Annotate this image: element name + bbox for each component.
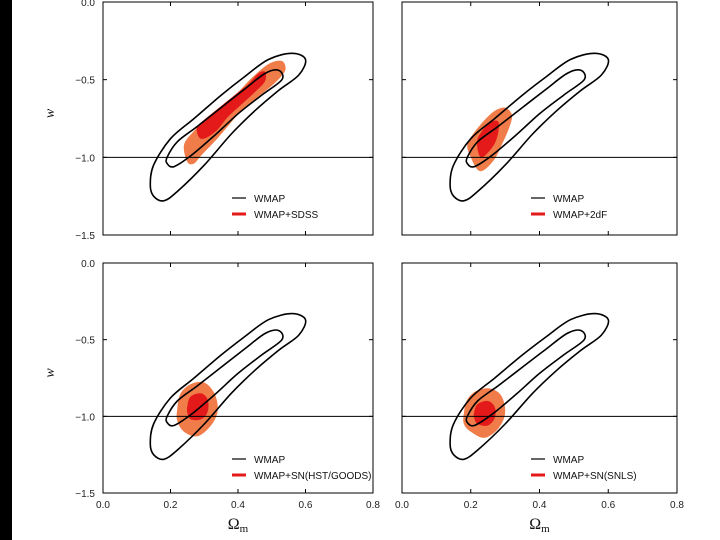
y-tick-label: −0.5 bbox=[75, 336, 95, 347]
x-tick-label: 0.4 bbox=[533, 500, 547, 511]
legend-label: WMAP bbox=[254, 194, 285, 205]
x-axis-label-subscript: m bbox=[240, 523, 249, 535]
x-tick-label: 0.2 bbox=[164, 500, 178, 511]
x-axis-label: Ωm bbox=[529, 516, 550, 535]
panel-bottom-right: 0.0 0.2 0.4 0.6 0.8 Ωm WMAP WMAP+SN(SNLS) bbox=[395, 262, 684, 535]
plot-frame bbox=[102, 1, 374, 236]
wmap-contour-outer bbox=[149, 52, 307, 202]
wmap-contour-inner bbox=[165, 69, 284, 168]
wmap-contour-inner bbox=[165, 329, 284, 427]
y-tick-label: 0.0 bbox=[81, 0, 95, 9]
x-tick-label: 0.8 bbox=[670, 500, 684, 511]
y-tick-label: −1.5 bbox=[75, 231, 95, 242]
x-tick-label: 0.8 bbox=[366, 500, 380, 511]
legend-label: WMAP bbox=[553, 194, 584, 205]
x-tick-label: 0.6 bbox=[299, 500, 313, 511]
panel-bottom-left: 0.0−0.5−1.0−1.50.0 0.2 0.4 0.6 0.8wΩmWMAPWMA… bbox=[43, 259, 380, 535]
panel-top-left: 0.0 −0.5 −1.0 −1.5 w WMAP WMAP+SDSS bbox=[43, 0, 374, 242]
plot-area bbox=[449, 52, 610, 202]
wmap-contour-outer bbox=[149, 312, 307, 461]
x-tick-label: 0.2 bbox=[464, 500, 478, 511]
wmap-contour-inner bbox=[465, 69, 587, 168]
y-tick-label: −1.0 bbox=[75, 412, 95, 423]
y-axis-label: w bbox=[43, 368, 58, 378]
x-tick-label: 0.0 bbox=[395, 500, 409, 511]
panel-top-right: WMAP WMAP+2dF bbox=[401, 1, 678, 236]
legend-label: WMAP bbox=[254, 455, 285, 466]
filled-contour-inner bbox=[196, 71, 267, 139]
legend-label: WMAP+SDSS bbox=[254, 210, 319, 221]
plot-area bbox=[149, 52, 307, 202]
x-tick-label: 0.4 bbox=[231, 500, 245, 511]
plot-area bbox=[149, 312, 307, 461]
y-axis-label: w bbox=[43, 108, 58, 118]
x-axis-label-subscript: m bbox=[541, 523, 550, 535]
left-black-bar bbox=[0, 0, 12, 540]
filled-contour-inner bbox=[473, 400, 496, 426]
y-tick-label: −0.5 bbox=[75, 76, 95, 87]
legend-label: WMAP+SN(SNLS) bbox=[553, 471, 637, 482]
y-tick-label: −1.5 bbox=[75, 489, 95, 500]
legend-label: WMAP+SN(HST/GOODS) bbox=[254, 471, 372, 482]
x-axis-label: Ωm bbox=[228, 516, 249, 535]
y-tick-label: −1.0 bbox=[75, 153, 95, 164]
legend-label: WMAP bbox=[553, 455, 584, 466]
x-axis-label-main: Ω bbox=[529, 516, 541, 533]
x-axis-label-main: Ω bbox=[228, 516, 240, 533]
x-tick-label: 0.6 bbox=[601, 500, 615, 511]
plot-frame bbox=[401, 1, 678, 236]
wmap-contour-outer bbox=[449, 52, 610, 202]
wmap-contour-outer bbox=[449, 312, 610, 461]
y-tick-label: 0.0 bbox=[81, 259, 95, 270]
plot-area bbox=[449, 312, 610, 461]
x-tick-label: 0.0 bbox=[96, 500, 110, 511]
wmap-contour-inner bbox=[465, 329, 587, 427]
legend-label: WMAP+2dF bbox=[553, 210, 607, 221]
